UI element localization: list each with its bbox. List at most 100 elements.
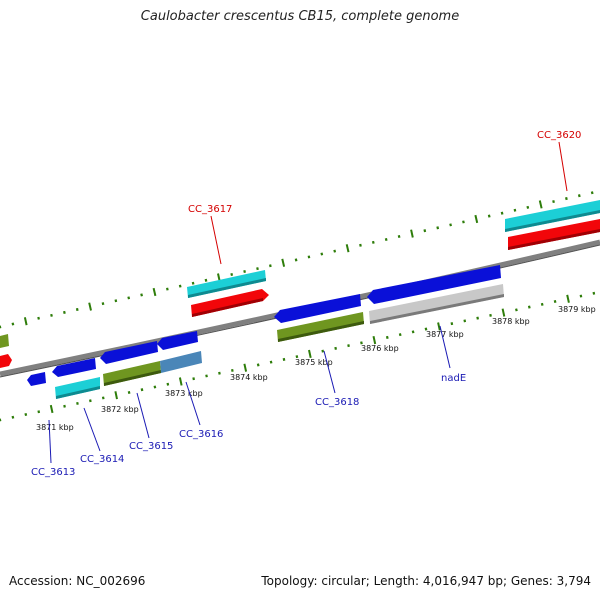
minor-tick — [385, 335, 389, 339]
leader-cc3615 — [136, 392, 150, 439]
label-leaders — [48, 141, 568, 464]
minor-tick — [204, 278, 208, 282]
major-tick — [243, 363, 248, 372]
minor-tick — [256, 363, 260, 367]
feature-cc3620-red-edge — [508, 229, 600, 250]
minor-tick — [63, 404, 66, 408]
kbp-labels: 3871 kbp 3872 kbp 3873 kbp 3874 kbp 3875… — [36, 305, 596, 432]
feature-cc3615-olive[interactable] — [103, 361, 161, 386]
kbp-label: 3876 kbp — [361, 344, 399, 353]
minor-tick — [307, 255, 311, 259]
minor-tick — [462, 220, 465, 224]
minor-tick — [101, 396, 105, 400]
major-tick — [538, 200, 543, 209]
feature-cc3614-cyan[interactable] — [55, 377, 100, 399]
minor-tick — [423, 229, 427, 233]
minor-tick — [360, 341, 363, 345]
feature-cc3618-blue[interactable] — [274, 294, 361, 323]
minor-tick — [75, 307, 79, 312]
gene-label-nade[interactable]: nadE — [441, 373, 466, 384]
leader-cc3618 — [323, 350, 336, 394]
minor-tick — [579, 294, 583, 298]
feature-nade-grey[interactable] — [369, 284, 504, 324]
feature-cc3617-red-edge — [192, 298, 263, 317]
minor-tick — [24, 412, 28, 417]
gene-label-cc3617[interactable]: CC_3617 — [188, 204, 232, 215]
minor-tick — [230, 272, 234, 276]
minor-tick — [592, 291, 596, 295]
kbp-label: 3871 kbp — [36, 423, 74, 432]
leader-cc3617 — [210, 215, 222, 265]
feature-cc3620-red[interactable] — [508, 219, 600, 250]
minor-tick — [577, 194, 581, 198]
minor-tick — [450, 322, 454, 326]
minor-tick — [397, 235, 401, 239]
kbp-label: 3874 kbp — [230, 373, 268, 382]
kbp-label: 3873 kbp — [165, 389, 203, 398]
minor-tick — [218, 371, 221, 375]
feature-cc3614-cyan-edge — [56, 386, 100, 399]
minor-tick — [191, 281, 195, 285]
minor-tick — [321, 349, 325, 353]
minor-tick — [37, 316, 40, 320]
feature-partial-olive[interactable] — [0, 334, 9, 348]
feature-cc3615-blue[interactable] — [100, 341, 158, 364]
minor-tick — [500, 211, 504, 215]
minor-tick — [166, 382, 170, 386]
forward-features — [0, 200, 600, 368]
kbp-label: 3877 kbp — [426, 330, 464, 339]
minor-tick — [463, 319, 467, 323]
feature-cc3618-olive-edge — [278, 321, 364, 342]
minor-tick — [513, 208, 517, 212]
major-tick — [49, 404, 54, 414]
minor-tick — [114, 299, 118, 303]
feature-cc3620-cyan[interactable] — [505, 200, 600, 232]
minor-tick — [269, 264, 272, 268]
gene-label-cc3615[interactable]: CC_3615 — [129, 441, 173, 452]
feature-cc3615-olive-edge — [104, 370, 161, 386]
minor-tick — [540, 302, 544, 306]
minor-tick — [371, 240, 375, 244]
feature-cc3617-cyan-edge — [188, 278, 266, 298]
major-tick — [501, 308, 506, 317]
minor-tick — [76, 401, 79, 405]
feature-cc3613-blue[interactable] — [27, 372, 46, 386]
minor-tick — [178, 284, 182, 288]
minor-tick — [552, 200, 555, 204]
minor-tick — [398, 333, 402, 337]
gene-label-cc3613[interactable]: CC_3613 — [31, 467, 75, 478]
major-tick — [372, 335, 377, 345]
feature-nade-blue[interactable] — [367, 265, 501, 304]
gene-label-cc3620[interactable]: CC_3620 — [537, 130, 581, 141]
major-tick — [566, 294, 570, 303]
feature-cc3616-blue[interactable] — [157, 331, 198, 350]
kbp-label: 3872 kbp — [101, 405, 139, 414]
feature-cc3616-steel[interactable] — [160, 351, 202, 373]
kbp-label: 3879 kbp — [558, 305, 596, 314]
minor-tick — [63, 310, 66, 314]
minor-tick — [11, 415, 15, 419]
minor-tick — [590, 191, 594, 195]
minor-tick — [334, 346, 337, 350]
feature-cc3618-olive[interactable] — [277, 312, 364, 342]
minor-tick — [11, 322, 15, 326]
reverse-features — [27, 265, 504, 399]
feature-cc3614-blue[interactable] — [52, 358, 96, 377]
minor-tick — [243, 270, 246, 274]
gene-label-cc3618[interactable]: CC_3618 — [315, 397, 359, 408]
gene-label-cc3616[interactable]: CC_3616 — [179, 429, 223, 440]
major-tick — [281, 258, 286, 267]
feature-partial-red[interactable] — [0, 354, 12, 368]
gene-label-cc3614[interactable]: CC_3614 — [80, 454, 124, 465]
genome-summary-text: Topology: circular; Length: 4,016,947 bp… — [261, 574, 591, 588]
minor-tick — [37, 410, 41, 414]
minor-tick — [282, 357, 286, 361]
major-tick — [410, 229, 414, 238]
minor-tick — [127, 390, 131, 394]
feature-cc3620-cyan-edge — [505, 210, 600, 232]
minor-tick — [192, 377, 195, 381]
minor-tick — [269, 360, 273, 364]
major-tick — [23, 317, 28, 326]
minor-tick — [256, 267, 259, 271]
